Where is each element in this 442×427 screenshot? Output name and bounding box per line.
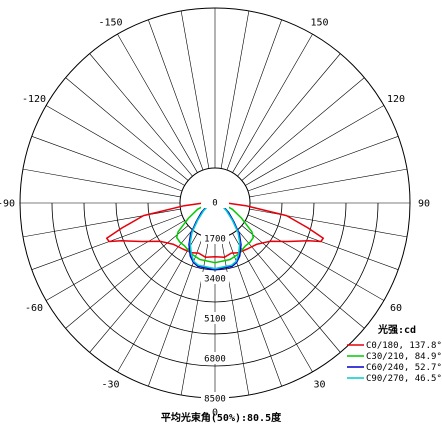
angle-label-11: 0 bbox=[212, 408, 218, 419]
radial-tick-bg bbox=[201, 352, 229, 364]
grid-spoke bbox=[220, 237, 250, 396]
grid-spoke bbox=[232, 33, 313, 173]
legend-label-3: C90/270, 46.5° bbox=[366, 374, 442, 384]
chart-legend: 光强:cd C0/180, 137.8°C30/210, 84.9°C60/24… bbox=[347, 323, 442, 384]
angle-label-6: 90 bbox=[418, 199, 430, 210]
radial-tick-bg bbox=[201, 392, 229, 404]
grid-spoke bbox=[31, 214, 183, 270]
angle-label-8: 60 bbox=[390, 303, 402, 314]
legend-label-2: C60/240, 52.7° bbox=[366, 363, 442, 373]
legend-label-0: C0/180, 137.8° bbox=[366, 341, 442, 351]
grid-spoke bbox=[65, 77, 189, 181]
radial-tick-1: 1700 bbox=[204, 235, 226, 245]
angle-label-3: -120 bbox=[22, 94, 46, 105]
radial-tick-bg bbox=[201, 196, 229, 208]
radial-tick-bg bbox=[201, 272, 229, 284]
radial-tick-5: 8500 bbox=[204, 395, 226, 405]
angle-label-10: 30 bbox=[313, 379, 325, 390]
grid-spoke bbox=[117, 233, 198, 373]
grid-spoke bbox=[22, 208, 181, 238]
angle-label-1: -150 bbox=[98, 18, 122, 29]
grid-spoke bbox=[31, 136, 183, 192]
grid-spoke bbox=[180, 237, 210, 396]
radial-tick-2: 3400 bbox=[204, 275, 226, 285]
grid-spoke bbox=[249, 208, 408, 238]
grid-spoke bbox=[45, 220, 185, 301]
radial-tick-bg bbox=[201, 312, 229, 324]
angle-label-2: 150 bbox=[310, 18, 328, 29]
legend-title: 光强:cd bbox=[377, 323, 416, 336]
angle-label-7: -60 bbox=[25, 303, 43, 314]
grid-spoke bbox=[89, 53, 193, 177]
grid-spoke bbox=[220, 10, 250, 169]
grid-spoke bbox=[226, 19, 282, 171]
grid-spoke bbox=[117, 33, 198, 173]
legend-label-1: C30/210, 84.9° bbox=[366, 352, 442, 362]
grid-spoke bbox=[89, 229, 193, 353]
grid-spoke bbox=[148, 19, 204, 171]
grid-spoke bbox=[245, 105, 385, 186]
grid-spoke bbox=[245, 220, 385, 301]
chart-labels: -/+180 -150 150 -120 120 -90 90 -60 60 -30 30 0 0 170… bbox=[0, 0, 430, 419]
grid-spoke bbox=[22, 168, 181, 198]
radial-tick-bg bbox=[201, 232, 229, 244]
radial-tick-0: 0 bbox=[212, 199, 217, 209]
grid-spoke bbox=[237, 53, 341, 177]
series-curve-C30/210 bbox=[175, 202, 255, 264]
grid-spoke bbox=[226, 235, 282, 387]
series-curve-C0/180 bbox=[105, 202, 325, 258]
grid-spoke bbox=[249, 168, 408, 198]
grid-spoke bbox=[237, 229, 341, 353]
series-curve-C90/270 bbox=[189, 202, 241, 270]
grid-spoke bbox=[241, 77, 365, 181]
grid-spoke bbox=[247, 136, 399, 192]
angle-label-9: -30 bbox=[101, 379, 119, 390]
grid-spoke bbox=[232, 233, 313, 373]
radial-tick-3: 5100 bbox=[204, 315, 226, 325]
angle-label-4: 120 bbox=[387, 94, 405, 105]
radial-tick-4: 6800 bbox=[204, 355, 226, 365]
grid-spoke bbox=[180, 10, 210, 169]
grid-spoke bbox=[247, 214, 399, 270]
angle-label-0: -/+180 bbox=[197, 0, 233, 1]
grid-spoke bbox=[45, 105, 185, 186]
beam-angle-label: 平均光束角(50%):80.5度 bbox=[161, 411, 282, 424]
grid-spoke bbox=[148, 235, 204, 387]
angle-label-5: -90 bbox=[0, 199, 15, 210]
series-curves bbox=[105, 202, 325, 271]
